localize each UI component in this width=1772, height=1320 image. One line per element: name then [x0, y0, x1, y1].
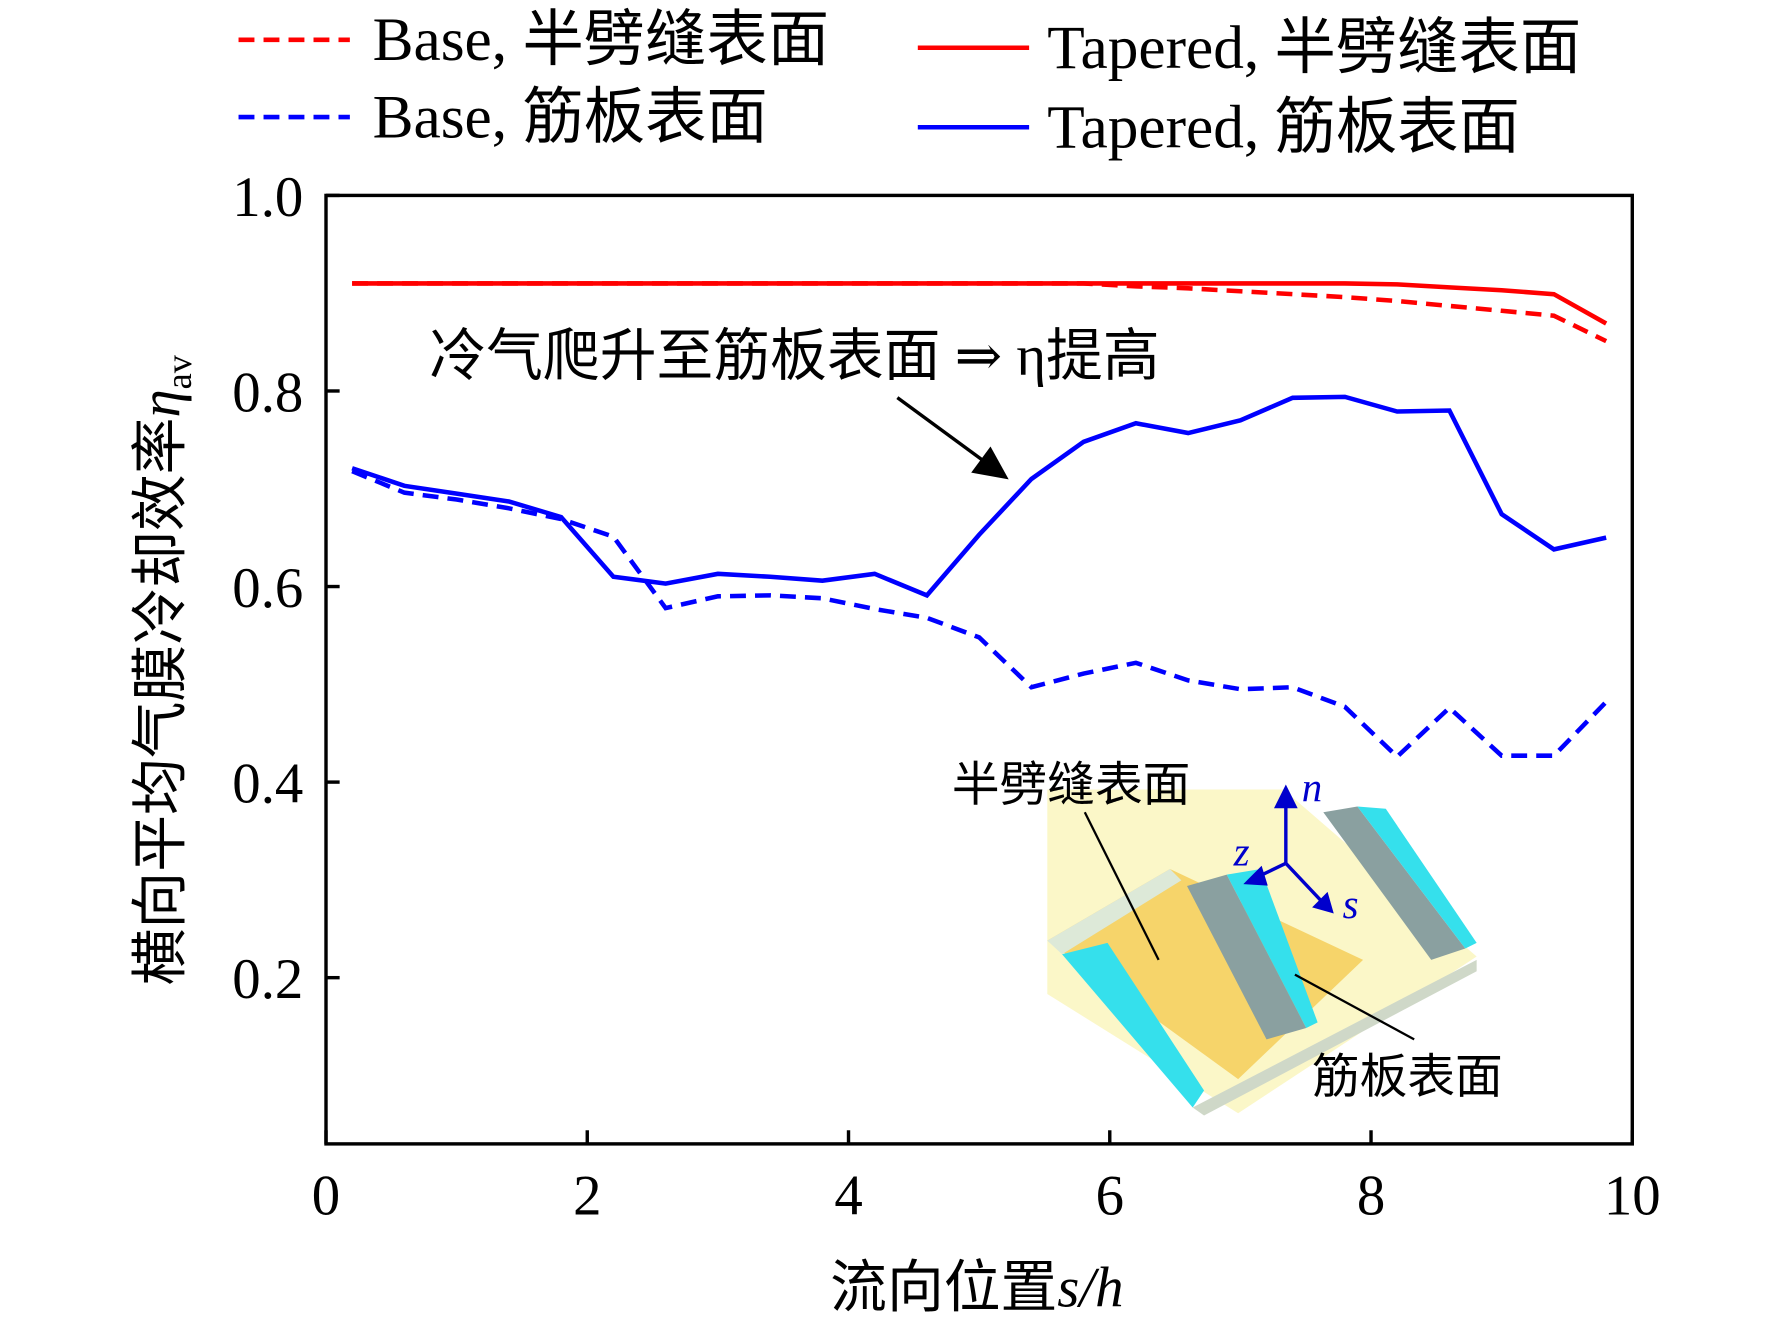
annotation-arrowhead: [971, 446, 1009, 480]
inset-label: 半劈缝表面: [952, 759, 1190, 812]
x-tick-label: 0: [312, 1164, 340, 1227]
legend-label: Base, 半劈缝表面: [373, 6, 830, 74]
x-tick-label: 10: [1604, 1164, 1661, 1227]
inset-rib-wall: [1187, 874, 1307, 1040]
y-tick-label: 0.8: [232, 361, 303, 424]
plot-frame: [324, 193, 1634, 1146]
inset-leader: [1294, 973, 1415, 1041]
annotation: 冷气爬升至筋板表面 ⇒ η提高: [429, 325, 1159, 388]
inset-diagram: 半劈缝表面 筋板表面 n z s: [952, 759, 1503, 1116]
inset-leader: [1083, 811, 1160, 961]
x-tick-label: 4: [834, 1164, 862, 1227]
inset-edge: [1047, 869, 1182, 955]
data-line: [351, 394, 1607, 599]
y-label-symbol: η: [129, 389, 192, 417]
x-label-text: 流向位置: [830, 1256, 1057, 1319]
inset-rib-wall: [1323, 806, 1466, 960]
y-axis-label: 横向平均气膜冷却效率ηav: [129, 354, 198, 985]
data-line: [352, 281, 1608, 326]
x-axis-label: 流向位置s/h: [830, 1256, 1123, 1319]
inset-axis-label: z: [1233, 830, 1250, 875]
inset-edge: [1192, 959, 1477, 1116]
x-label-symbol: s/h: [1057, 1256, 1123, 1319]
y-label-text: 横向平均气膜冷却效率: [129, 418, 192, 986]
annotation-arrow: [896, 396, 984, 462]
inset-label: 筋板表面: [1312, 1051, 1503, 1104]
x-tick-label: 2: [573, 1164, 601, 1227]
legend-label: Tapered, 筋板表面: [1047, 94, 1520, 162]
inset-rib: [1357, 806, 1477, 949]
x-tick-label: 6: [1096, 1164, 1124, 1227]
y-tick-label: 0.4: [232, 753, 303, 816]
legend-label: Tapered, 半劈缝表面: [1047, 14, 1581, 82]
inset-rib: [1062, 942, 1205, 1108]
x-tick-label: 8: [1357, 1164, 1385, 1227]
inset-axis-label: s: [1343, 882, 1359, 927]
y-tick-label: 1.0: [232, 166, 303, 229]
y-tick-label: 0.6: [232, 557, 303, 620]
y-label-subscript: av: [159, 354, 199, 389]
legend-label: Base, 筋板表面: [373, 83, 768, 151]
data-line: [351, 469, 1608, 760]
y-tick-label: 0.2: [232, 948, 303, 1011]
inset-axes: [1243, 784, 1334, 914]
inset-axis-label: n: [1302, 765, 1322, 810]
inset-rib: [1226, 869, 1318, 1029]
